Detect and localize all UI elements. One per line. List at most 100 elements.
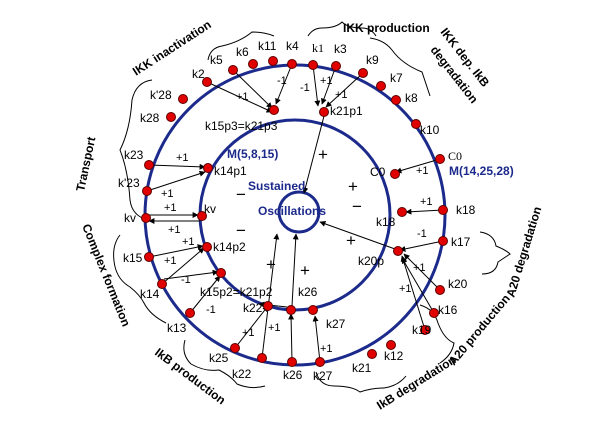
region-complex-formation: Complex formation xyxy=(79,222,133,329)
node-k15p3 xyxy=(269,105,279,115)
sign-minus-left-1: − xyxy=(236,185,246,204)
label-k18-outer: k18 xyxy=(456,203,476,217)
arrow-k20 xyxy=(403,253,441,291)
sign-k15: +1 xyxy=(164,255,177,267)
brace-ikb-degradation xyxy=(315,371,407,393)
sign-k17: -1 xyxy=(417,228,427,240)
arrow-k25 xyxy=(234,305,269,349)
node-k22-inner xyxy=(263,301,273,311)
label-k26-inner: k26 xyxy=(298,285,318,299)
node-k4 xyxy=(287,59,297,69)
arrow-k27 xyxy=(312,315,321,363)
node-k12 xyxy=(386,340,396,350)
label-k13: k13 xyxy=(167,321,187,335)
label-k19: k19 xyxy=(412,323,432,337)
sign-k1: -1 xyxy=(300,82,310,94)
sign-k13: -1 xyxy=(206,304,216,316)
sign-plus-bottom-1: + xyxy=(266,255,276,274)
label-k3: k3 xyxy=(334,42,347,56)
outer-labels: k5 k6 k11 k4 k1 k3 k9 k7 k8 k10 C0 k18 k… xyxy=(118,39,476,383)
node-k26-outer xyxy=(287,357,297,367)
label-k6: k6 xyxy=(236,45,249,59)
node-k22-outer xyxy=(257,353,267,363)
region-transport: Transport xyxy=(73,136,98,193)
label-k20p: k20p xyxy=(358,254,384,268)
inner-nodes xyxy=(197,105,407,315)
sign-k22: +1 xyxy=(268,322,281,334)
node-k8 xyxy=(391,95,401,105)
rate-signs: +1 -1 -1 +1 +1 +1 +1 +1 +1 +1 -1 +1 -1 +… xyxy=(161,75,433,355)
label-kv-outer: kv xyxy=(124,211,136,225)
brace-a20-degradation xyxy=(479,231,511,275)
sign-minus-left-2: − xyxy=(236,221,246,240)
label-c0-outer: C0 xyxy=(448,149,462,163)
node-k9 xyxy=(358,68,368,78)
arrow-k16 xyxy=(401,257,435,314)
brace-ikk-dep xyxy=(369,37,431,97)
module-inner-label: M(5,8,15) xyxy=(227,147,278,161)
node-k2 xyxy=(202,77,212,87)
label-k25: k25 xyxy=(209,351,229,365)
node-kv-inner xyxy=(197,211,207,221)
sign-k9: +1 xyxy=(335,89,348,101)
sign-k19: +1 xyxy=(399,283,412,295)
node-k1 xyxy=(308,60,318,70)
arrow-k5 xyxy=(232,69,273,109)
arrow-k13 xyxy=(189,275,221,314)
brace-complex xyxy=(113,234,167,324)
sign-plus-top: + xyxy=(318,145,328,164)
label-k5: k5 xyxy=(210,53,223,67)
arrow-c0 xyxy=(395,158,441,174)
node-k3 xyxy=(331,61,341,71)
sign-k18: +1 xyxy=(420,196,433,208)
node-k21p1 xyxy=(319,107,329,117)
node-k20 xyxy=(435,285,445,295)
label-k14p2: k14p2 xyxy=(213,240,246,254)
arrow-k4 xyxy=(275,63,293,105)
node-k28p xyxy=(178,94,188,104)
label-k8: k8 xyxy=(405,91,418,105)
region-a20-degradation: A20 degradation xyxy=(503,205,544,299)
node-k14p2 xyxy=(202,242,212,252)
sign-k16: +1 xyxy=(413,262,426,274)
node-c0-outer xyxy=(435,154,445,164)
label-k22-outer: k22 xyxy=(232,367,252,381)
node-k21 xyxy=(367,349,377,359)
arrow-k3 xyxy=(321,65,337,105)
sign-c0: +1 xyxy=(416,165,429,177)
node-k18-outer xyxy=(438,205,448,215)
node-kv-outer xyxy=(141,213,151,223)
feedback-signs: + − − + − + + + xyxy=(236,145,362,280)
label-kv-inner: kv xyxy=(204,202,216,216)
outer-nodes xyxy=(141,56,448,367)
node-k18-inner xyxy=(397,207,407,217)
sign-k23: +1 xyxy=(176,152,189,164)
label-k22-inner: k22 xyxy=(243,301,263,315)
sign-plus-right-1: + xyxy=(348,177,358,196)
label-k14: k14 xyxy=(140,287,160,301)
brace-transport xyxy=(119,79,153,221)
node-k6 xyxy=(248,59,258,69)
arrow-k23p xyxy=(146,170,206,192)
arrow-k26 xyxy=(288,313,295,363)
brace-ikk-inactivation xyxy=(207,31,275,61)
node-k20p xyxy=(393,246,403,256)
region-ikk-production: IKK production xyxy=(343,21,430,35)
node-k19 xyxy=(420,325,430,335)
center-label-line2: Oscillations xyxy=(258,204,326,218)
arrow-k14-k15p2 xyxy=(163,269,219,280)
label-k15: k15 xyxy=(123,251,143,265)
label-k18-inner: k18 xyxy=(376,215,396,229)
arrow-k9 xyxy=(325,72,364,108)
node-k16 xyxy=(429,308,439,318)
brace-ikk-production xyxy=(307,21,377,37)
node-k5 xyxy=(228,65,238,75)
arrow-k26-center xyxy=(291,233,299,307)
inner-labels: k15p3=k21p3 k21p1 k14p1 kv k14p2 k15p2=k… xyxy=(200,104,396,331)
label-k23: k23 xyxy=(124,148,144,162)
node-k23 xyxy=(144,160,154,170)
center-ring xyxy=(277,190,321,234)
node-k10 xyxy=(411,119,421,129)
label-k7: k7 xyxy=(390,71,403,85)
